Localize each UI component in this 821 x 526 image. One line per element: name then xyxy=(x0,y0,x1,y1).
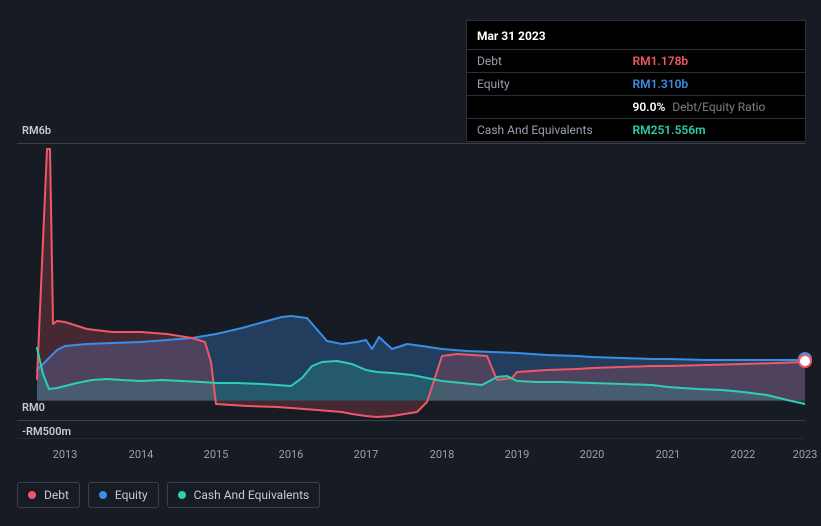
y-tick-max: RM6b xyxy=(22,124,51,137)
tooltip-row-label: Cash And Equivalents xyxy=(467,119,622,142)
neg-gridline xyxy=(17,438,805,439)
tooltip-row-label: Debt xyxy=(467,50,622,73)
x-tick: 2018 xyxy=(430,448,455,461)
x-tick: 2019 xyxy=(505,448,530,461)
legend-label: Cash And Equivalents xyxy=(194,488,310,502)
tooltip-row-value: RM251.556m xyxy=(622,119,805,142)
legend-dot-icon xyxy=(99,491,107,499)
tooltip-date: Mar 31 2023 xyxy=(467,27,805,49)
tooltip-table: DebtRM1.178bEquityRM1.310b90.0% Debt/Equ… xyxy=(467,49,805,141)
x-tick: 2023 xyxy=(793,448,818,461)
legend-item-cash[interactable]: Cash And Equivalents xyxy=(167,482,321,508)
legend-dot-icon xyxy=(28,491,36,499)
tooltip-row-label: Equity xyxy=(467,73,622,96)
x-tick: 2022 xyxy=(731,448,756,461)
x-tick: 2020 xyxy=(580,448,605,461)
tooltip-row-value: 90.0% Debt/Equity Ratio xyxy=(622,96,805,119)
legend-label: Equity xyxy=(115,488,148,502)
legend-dot-icon xyxy=(178,491,186,499)
x-axis: 2013 2014 2015 2016 2017 2018 2019 2020 2021 2022… xyxy=(17,448,805,464)
tooltip-row-value: RM1.310b xyxy=(622,73,805,96)
tooltip-row-label xyxy=(467,96,622,119)
chart-legend: Debt Equity Cash And Equivalents xyxy=(17,482,320,508)
zero-baseline xyxy=(17,420,805,421)
legend-item-equity[interactable]: Equity xyxy=(88,482,159,508)
x-tick: 2017 xyxy=(354,448,379,461)
legend-label: Debt xyxy=(44,488,69,502)
tooltip-row-value: RM1.178b xyxy=(622,50,805,73)
y-tick-min: -RM500m xyxy=(22,425,71,438)
end-marker-debt xyxy=(800,356,810,366)
x-tick: 2013 xyxy=(53,448,78,461)
x-tick: 2016 xyxy=(279,448,304,461)
x-tick: 2014 xyxy=(129,448,154,461)
chart-plot[interactable] xyxy=(17,143,805,421)
x-tick: 2015 xyxy=(204,448,229,461)
x-tick: 2021 xyxy=(656,448,681,461)
legend-item-debt[interactable]: Debt xyxy=(17,482,80,508)
chart-tooltip: Mar 31 2023 DebtRM1.178bEquityRM1.310b90… xyxy=(466,20,806,142)
